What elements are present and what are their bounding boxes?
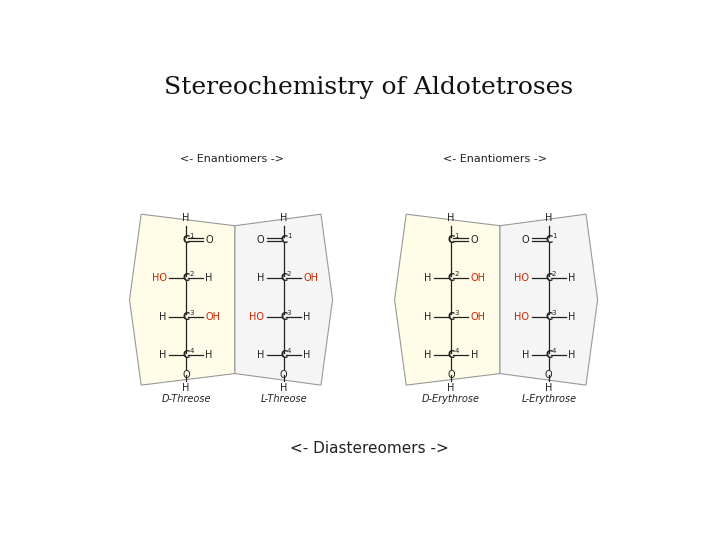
Text: 3: 3 xyxy=(552,310,557,316)
Text: C: C xyxy=(182,312,190,322)
Text: 4: 4 xyxy=(287,348,291,354)
Text: H: H xyxy=(424,273,432,283)
Text: H: H xyxy=(424,350,432,360)
Text: C: C xyxy=(182,234,190,245)
Text: 1: 1 xyxy=(454,233,459,239)
Text: 4: 4 xyxy=(454,348,459,354)
Text: H: H xyxy=(568,273,575,283)
Text: C: C xyxy=(448,350,455,360)
Text: H: H xyxy=(280,383,287,393)
Text: H: H xyxy=(447,213,455,224)
Polygon shape xyxy=(130,214,235,385)
Text: H: H xyxy=(545,213,552,224)
Text: D-Threose: D-Threose xyxy=(161,394,211,403)
Text: L-Erythrose: L-Erythrose xyxy=(521,394,577,403)
Text: HO: HO xyxy=(152,273,167,283)
Text: 3: 3 xyxy=(189,310,194,316)
Text: O: O xyxy=(205,234,213,245)
Text: <- Enantiomers ->: <- Enantiomers -> xyxy=(444,154,547,164)
Text: H: H xyxy=(182,213,190,224)
Text: 2: 2 xyxy=(189,271,194,277)
Text: C: C xyxy=(280,350,287,360)
Polygon shape xyxy=(235,214,333,385)
Text: H: H xyxy=(522,350,529,360)
Text: C: C xyxy=(448,312,455,322)
Text: H: H xyxy=(159,350,167,360)
Text: O: O xyxy=(522,234,529,245)
Text: D-Erythrose: D-Erythrose xyxy=(422,394,480,403)
Polygon shape xyxy=(500,214,598,385)
Text: H: H xyxy=(182,383,190,393)
Text: H: H xyxy=(205,273,213,283)
Text: H: H xyxy=(257,273,264,283)
Text: Stereochemistry of Aldotetroses: Stereochemistry of Aldotetroses xyxy=(164,76,574,99)
Text: O: O xyxy=(545,370,553,380)
Text: H: H xyxy=(205,350,213,360)
Text: C: C xyxy=(545,312,552,322)
Text: H: H xyxy=(424,312,432,322)
Text: O: O xyxy=(447,370,455,380)
Text: 3: 3 xyxy=(287,310,292,316)
Text: O: O xyxy=(471,234,478,245)
Text: H: H xyxy=(568,350,575,360)
Text: H: H xyxy=(257,350,264,360)
Text: O: O xyxy=(257,234,264,245)
Text: 4: 4 xyxy=(189,348,194,354)
Text: H: H xyxy=(303,350,310,360)
Text: 2: 2 xyxy=(454,271,459,277)
Text: 4: 4 xyxy=(552,348,557,354)
Text: <- Diastereomers ->: <- Diastereomers -> xyxy=(289,441,449,456)
Text: C: C xyxy=(182,273,190,283)
Text: 1: 1 xyxy=(189,233,194,239)
Text: O: O xyxy=(182,370,190,380)
Text: C: C xyxy=(280,234,287,245)
Text: <- Enantiomers ->: <- Enantiomers -> xyxy=(180,154,284,164)
Text: H: H xyxy=(303,312,310,322)
Text: O: O xyxy=(280,370,287,380)
Text: C: C xyxy=(545,273,552,283)
Text: C: C xyxy=(182,350,190,360)
Text: C: C xyxy=(280,312,287,322)
Text: 1: 1 xyxy=(552,233,557,239)
Text: HO: HO xyxy=(514,273,529,283)
Text: 2: 2 xyxy=(287,271,291,277)
Text: L-Threose: L-Threose xyxy=(261,394,307,403)
Text: OH: OH xyxy=(471,273,485,283)
Text: H: H xyxy=(545,383,552,393)
Text: C: C xyxy=(545,234,552,245)
Text: C: C xyxy=(545,350,552,360)
Text: H: H xyxy=(471,350,478,360)
Text: 1: 1 xyxy=(287,233,292,239)
Text: 3: 3 xyxy=(454,310,459,316)
Text: C: C xyxy=(280,273,287,283)
Text: HO: HO xyxy=(514,312,529,322)
Text: H: H xyxy=(447,383,455,393)
Text: 2: 2 xyxy=(552,271,557,277)
Text: HO: HO xyxy=(249,312,264,322)
Text: C: C xyxy=(448,273,455,283)
Text: OH: OH xyxy=(471,312,485,322)
Polygon shape xyxy=(395,214,500,385)
Text: OH: OH xyxy=(205,312,220,322)
Text: H: H xyxy=(159,312,167,322)
Text: OH: OH xyxy=(303,273,318,283)
Text: C: C xyxy=(448,234,455,245)
Text: H: H xyxy=(280,213,287,224)
Text: H: H xyxy=(568,312,575,322)
